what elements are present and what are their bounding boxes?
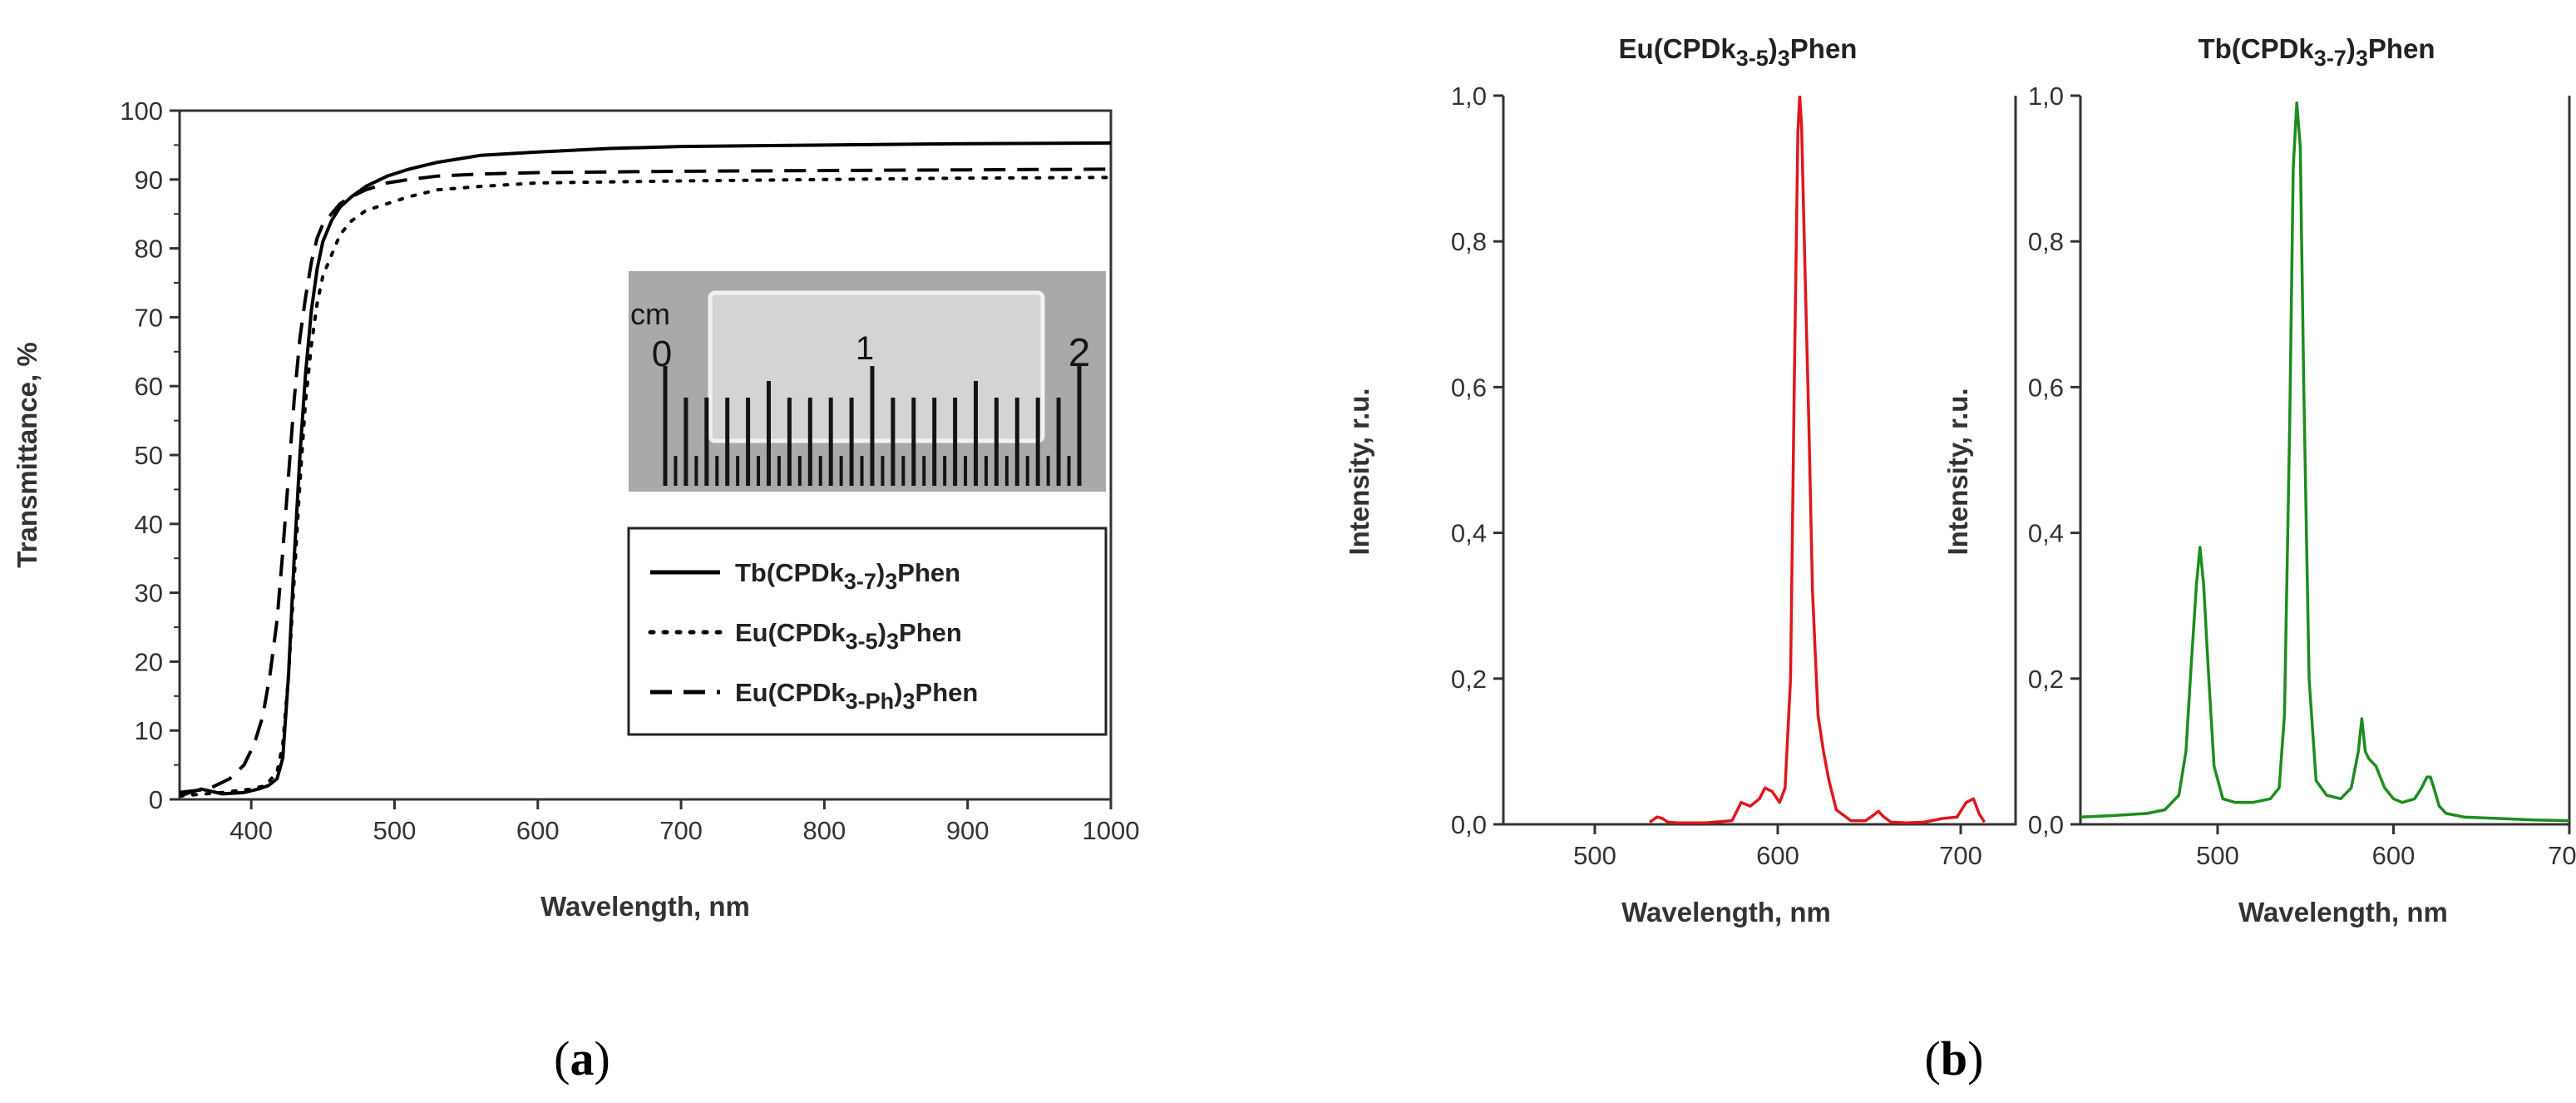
chart-title-eu: Eu(CPDk3-5)3Phen <box>1619 33 1858 71</box>
x-tick-label: 900 <box>946 816 989 845</box>
y-tick-label: 90 <box>135 166 163 195</box>
y-tick-label: 0,4 <box>1451 519 1487 548</box>
y-tick-label: 10 <box>135 716 163 745</box>
x-tick-label: 600 <box>1756 841 1799 870</box>
y-tick-label: 70 <box>135 303 163 332</box>
legend-label-tb: Tb(CPDk3-7)3Phen <box>735 558 960 594</box>
y-tick-label: 0 <box>149 785 163 814</box>
y-tick-label: 1,0 <box>1451 82 1487 111</box>
series-lines <box>2080 101 2569 823</box>
y-tick-label: 100 <box>120 96 163 126</box>
y-tick-label: 0,6 <box>1451 373 1487 402</box>
ruler-unit-label: cm <box>630 297 670 331</box>
x-tick-label: 500 <box>373 816 417 845</box>
y-tick-label: 0,2 <box>1451 665 1487 694</box>
y-tick-label: 50 <box>135 441 163 470</box>
chart-title-tb: Tb(CPDk3-7)3Phen <box>2198 33 2435 71</box>
axis-ticks: 400 500 600 700 800 900 1000010203040506070809… <box>120 96 1139 845</box>
plot-frame <box>1502 96 2017 826</box>
y-axis-label: Transmittance, % <box>12 342 42 567</box>
x-tick-label: 600 <box>2372 841 2416 870</box>
x-tick-label: 700 <box>2548 841 2576 870</box>
y-tick-label: 0,0 <box>2028 810 2064 839</box>
inset-sample-photo: cm 0 1 2 <box>629 271 1106 492</box>
y-axis-label: Intensity, r.u. <box>1942 388 1973 555</box>
x-tick-label: 400 <box>229 816 273 845</box>
y-tick-label: 0,8 <box>1451 227 1487 256</box>
y-tick-label: 0,0 <box>1451 810 1487 839</box>
x-tick-label: 700 <box>1939 841 1982 870</box>
plot-frame <box>2079 96 2571 826</box>
series-line-0 <box>2080 101 2569 823</box>
y-tick-label: 20 <box>135 647 163 676</box>
caption-a: (a) <box>554 1031 610 1086</box>
y-tick-label: 0,2 <box>2028 665 2064 694</box>
x-tick-label: 700 <box>659 816 703 845</box>
x-axis-label: Wavelength, nm <box>1621 897 1831 927</box>
ruler-label-2: 2 <box>1068 331 1091 375</box>
x-tick-label: 500 <box>1573 841 1616 870</box>
axis-ticks: 500 600 700 0,0 0,2 0,4 0,6 0,8 1,0 <box>2028 82 2576 870</box>
y-tick-label: 30 <box>135 579 163 608</box>
series-lines <box>1648 96 1986 824</box>
y-tick-label: 0,4 <box>2028 519 2064 548</box>
series-line-0 <box>180 141 1111 798</box>
x-tick-label: 800 <box>803 816 846 845</box>
sample-glass <box>708 290 1045 443</box>
legend: Tb(CPDk3-7)3Phen Eu(CPDk3-5)3Phen Eu(CPD… <box>627 527 1108 736</box>
legend-label-eu35: Eu(CPDk3-5)3Phen <box>735 618 962 654</box>
y-tick-label: 40 <box>135 510 163 539</box>
y-tick-label: 0,8 <box>2028 227 2064 256</box>
ruler-label-0: 0 <box>652 334 672 374</box>
x-tick-label: 1000 <box>1083 816 1140 845</box>
ruler-ticks <box>663 366 1082 486</box>
y-axis-label: Intensity, r.u. <box>1344 388 1374 555</box>
y-tick-label: 80 <box>135 235 163 264</box>
x-axis-label: Wavelength, nm <box>540 891 750 922</box>
axis-ticks: 500 600 700 0,0 0,2 0,4 0,6 0,8 1,0 <box>1451 82 1982 870</box>
legend-label-euph: Eu(CPDk3-Ph)3Phen <box>735 678 978 714</box>
series-lines <box>180 141 1111 798</box>
series-line-1 <box>180 176 1111 798</box>
caption-b: (b) <box>1925 1031 1984 1086</box>
panel-b-eu-emission-chart: 500 600 700 0,0 0,2 0,4 0,6 0,8 1,0 Eu(CPDk3-5)3… <box>1344 33 2017 927</box>
x-tick-label: 500 <box>2196 841 2239 870</box>
panel-b-tb-emission-chart: 500 600 700 0,0 0,2 0,4 0,6 0,8 1,0 Tb(CPDk3-7)3… <box>1942 33 2576 927</box>
y-tick-label: 0,6 <box>2028 373 2064 402</box>
x-axis-label: Wavelength, nm <box>2238 897 2448 927</box>
y-tick-label: 60 <box>135 372 163 401</box>
x-tick-label: 600 <box>516 816 560 845</box>
series-line-2 <box>180 167 1111 794</box>
ruler-label-1: 1 <box>856 330 874 367</box>
y-tick-label: 1,0 <box>2028 82 2064 111</box>
panel-a-transmittance-chart: 400 500 600 700 800 900 1000010203040506070809… <box>12 96 1139 922</box>
series-line-0 <box>1648 96 1986 824</box>
